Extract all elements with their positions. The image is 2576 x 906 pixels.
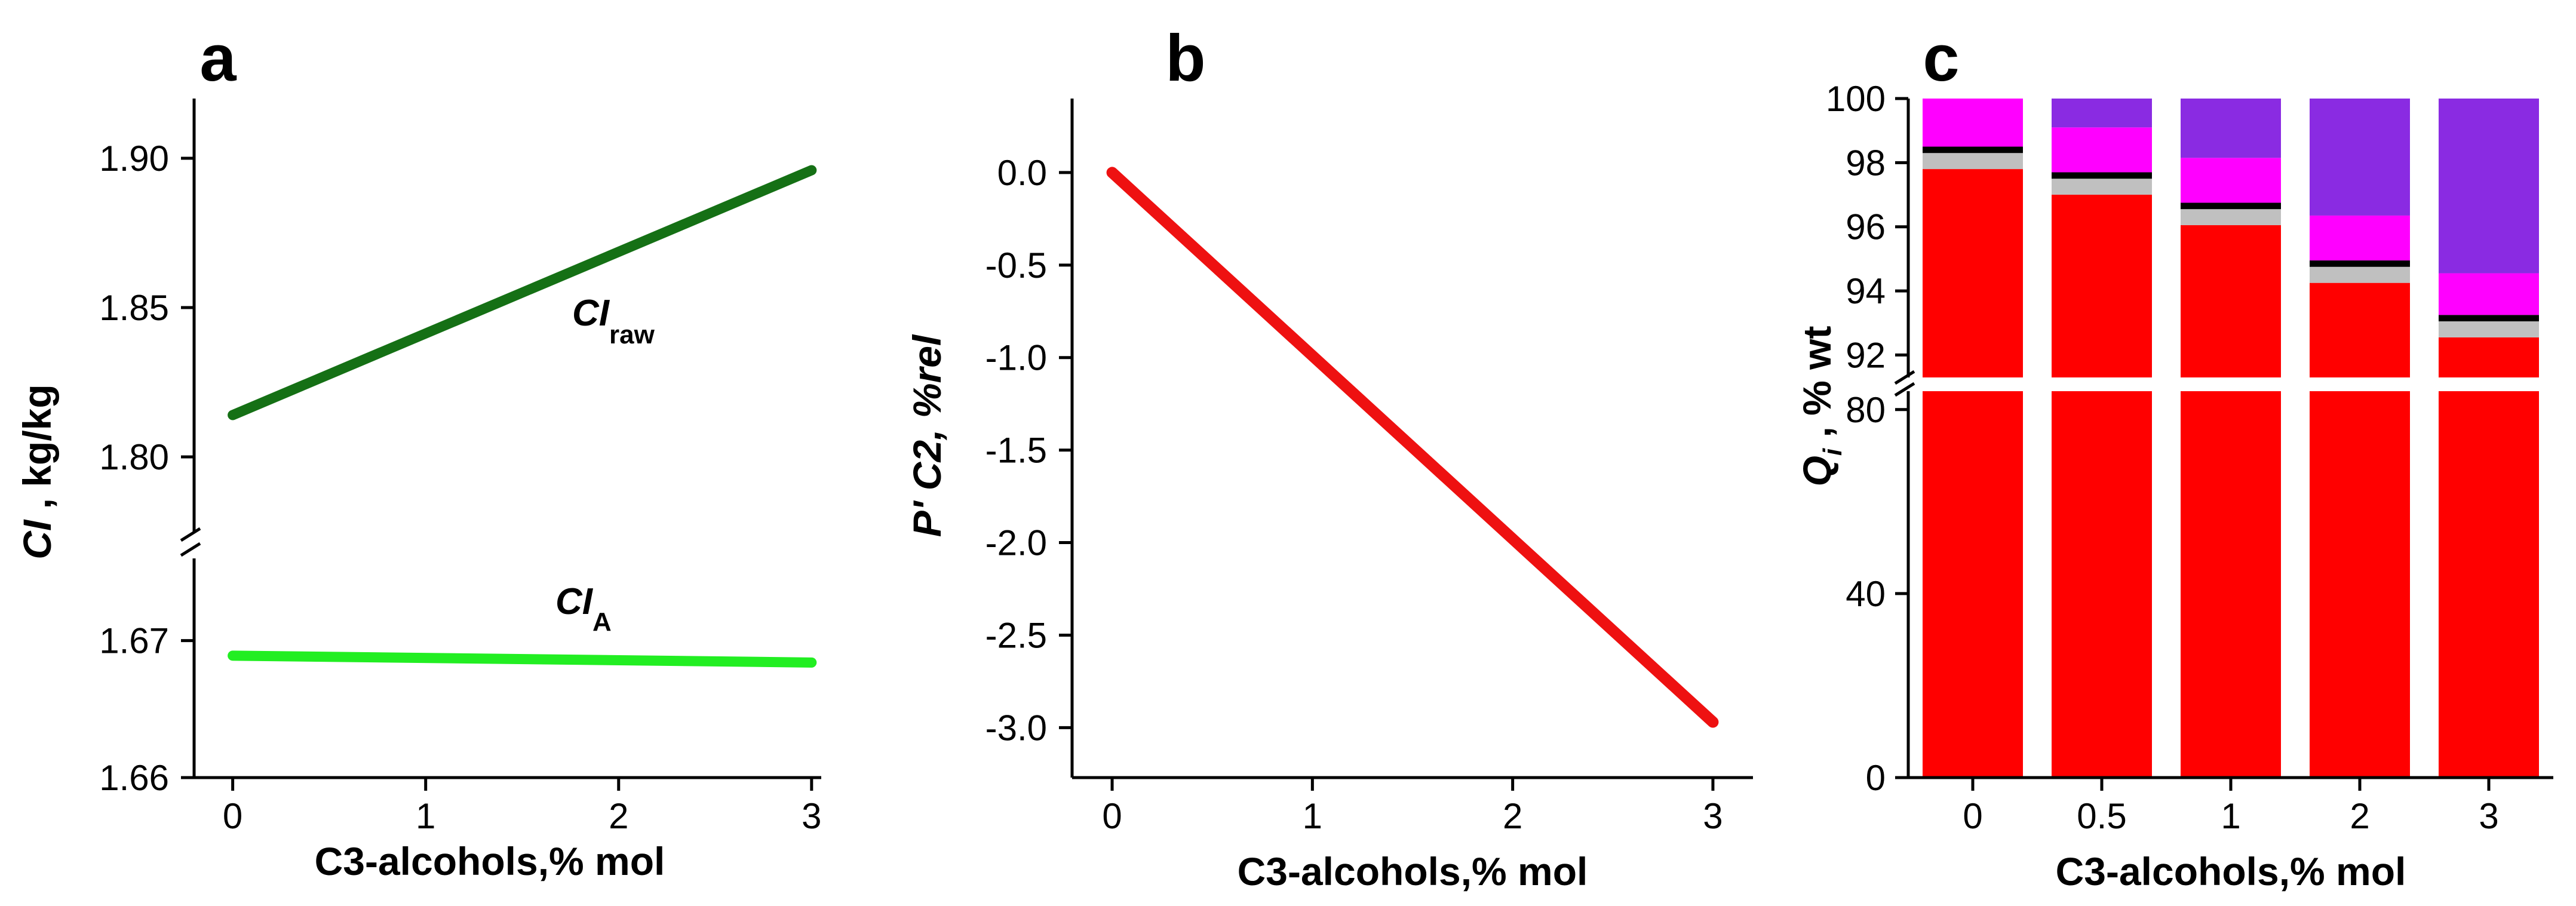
c-bar-segment-red: [2181, 225, 2281, 377]
c-bar-segment-red: [2052, 391, 2152, 778]
c-y-tick-label: 80: [1846, 390, 1886, 430]
a-y-tick-label: 1.67: [99, 621, 169, 661]
panel-a-letter: a: [199, 22, 237, 95]
c-bar-segment-red: [2310, 391, 2410, 778]
panel-a-y-label-ci: CI: [15, 519, 59, 560]
panel-b-y-axis-label: P' C2, %rel: [905, 334, 949, 537]
c-axis-break-mark: [1894, 382, 1915, 397]
c-bar-segment-violet: [2439, 99, 2539, 274]
panel-a-x-axis-label: C3-alcohols,% mol: [315, 839, 665, 883]
c-x-tick-label: 3: [2479, 796, 2498, 836]
a-x-tick-label: 3: [802, 796, 821, 836]
series-label-ci-raw: CIraw: [572, 293, 655, 349]
panel-b-letter: b: [1165, 22, 1205, 95]
ci-a-main: CI: [555, 581, 594, 622]
panel-c-y-label-unit: , % wt: [1795, 326, 1839, 449]
c-y-tick-label: 0: [1866, 758, 1886, 798]
panel-c-letter: c: [1923, 22, 1959, 95]
b-x-tick-label: 0: [1102, 796, 1122, 836]
c-bar-segment-red: [2439, 391, 2539, 778]
c-y-tick-label: 100: [1826, 79, 1886, 119]
panel-c: 92 94 96 98 100 0 40 80 0 0.5 1 2 3 c C3-alcohols,% …: [1795, 22, 2553, 893]
panel-b-x-axis-label: C3-alcohols,% mol: [1238, 849, 1588, 893]
b-y-tick-label: -1.5: [985, 431, 1047, 471]
c-bar-segment-black: [2181, 202, 2281, 210]
c-bar-segment-gray: [2181, 209, 2281, 226]
c-y-tick-label: 98: [1846, 143, 1886, 183]
a-axis-break-mark: [180, 542, 201, 557]
b-y-tick-label: -3.0: [985, 708, 1047, 748]
b-series-pc2-line: [1106, 167, 1719, 728]
c-y-tick-label: 40: [1846, 574, 1886, 614]
ci-a-sub: A: [592, 607, 612, 637]
c-bar-segment-magenta: [2181, 158, 2281, 203]
c-bar-segment-violet: [2310, 99, 2410, 216]
c-bar-segment-violet: [2052, 99, 2152, 128]
panel-b: 0.0 -0.5 -1.0 -1.5 -2.0 -2.5 -3.0 0 1 2 3 b C3-alc…: [905, 22, 1753, 893]
c-bar-segment-red: [2181, 391, 2281, 778]
c-y-tick-label: 94: [1846, 271, 1886, 311]
a-series-ci-raw-line: [228, 165, 817, 420]
c-bar-segment-gray: [1923, 153, 2023, 170]
series-label-ci-a: CIA: [555, 581, 612, 637]
panel-c-x-axis-label: C3-alcohols,% mol: [2056, 849, 2406, 893]
b-y-tick-label: -2.0: [985, 523, 1047, 563]
c-bar-segment-magenta: [2310, 215, 2410, 261]
c-bar-segment-gray: [2439, 321, 2539, 337]
c-bar-segment-black: [1923, 146, 2023, 153]
c-x-tick-label: 2: [2350, 796, 2369, 836]
c-bar-segment-magenta: [2439, 273, 2539, 315]
panel-a-y-axis-label: CI , kg/kg: [15, 384, 59, 559]
c-y-tick-label: 96: [1846, 207, 1886, 247]
c-bar-segment-magenta: [1923, 99, 2023, 147]
panel-c-y-label-sub: i: [1818, 448, 1847, 456]
a-x-tick-label: 1: [416, 796, 435, 836]
panel-c-plot-area: 92 94 96 98 100 0 40 80 0 0.5 1 2 3: [1826, 79, 2553, 836]
ci-raw-main: CI: [572, 293, 610, 334]
b-y-tick-label: -0.5: [985, 245, 1047, 285]
a-x-tick-label: 2: [609, 796, 628, 836]
panel-b-plot-area: 0.0 -0.5 -1.0 -1.5 -2.0 -2.5 -3.0 0 1 2 3: [985, 99, 1753, 836]
panel-a: 1.80 1.85 1.90 1.66 1.67 0 1 2 3 a C3-alcohols,%…: [15, 22, 822, 883]
c-x-tick-label: 0: [1963, 796, 1982, 836]
c-bar-segment-black: [2310, 260, 2410, 267]
a-x-tick-label: 0: [223, 796, 242, 836]
c-bar-segment-magenta: [2052, 127, 2152, 173]
ci-raw-sub: raw: [609, 320, 655, 349]
c-bar-segment-red: [2439, 337, 2539, 377]
b-y-tick-label: -1.0: [985, 338, 1047, 378]
panel-a-plot-area: 1.80 1.85 1.90 1.66 1.67 0 1 2 3: [99, 99, 822, 836]
b-x-tick-label: 2: [1503, 796, 1522, 836]
a-axis-break-mark: [180, 527, 201, 542]
c-bar-segment-gray: [2052, 179, 2152, 195]
c-bar-segment-black: [2052, 172, 2152, 179]
c-bar-segment-gray: [2310, 266, 2410, 283]
b-x-tick-label: 1: [1303, 796, 1322, 836]
c-bar-segment-red: [2052, 195, 2152, 377]
panel-a-y-label-unit: , kg/kg: [15, 384, 59, 520]
a-series-ci-a-line: [228, 650, 817, 668]
c-axis-break-mark: [1894, 370, 1915, 385]
c-bar-segment-red: [2310, 282, 2410, 377]
a-y-tick-label: 1.85: [99, 288, 169, 328]
c-x-tick-label: 0.5: [2077, 796, 2126, 836]
c-bar-segment-violet: [2181, 99, 2281, 158]
b-x-tick-label: 3: [1703, 796, 1723, 836]
a-y-tick-label: 1.90: [99, 139, 169, 179]
a-y-tick-label: 1.66: [99, 758, 169, 798]
b-y-tick-label: -2.5: [985, 615, 1047, 655]
c-y-tick-label: 92: [1846, 335, 1886, 375]
panel-c-y-axis-label: Qi , % wt: [1795, 326, 1847, 487]
c-bar-segment-black: [2439, 315, 2539, 322]
c-bar-segment-red: [1923, 169, 2023, 377]
c-bar-segment-red: [1923, 391, 2023, 778]
a-y-tick-label: 1.80: [99, 437, 169, 477]
b-y-tick-label: 0.0: [997, 153, 1047, 193]
c-x-tick-label: 1: [2221, 796, 2240, 836]
panel-c-y-label-q: Q: [1795, 456, 1839, 486]
